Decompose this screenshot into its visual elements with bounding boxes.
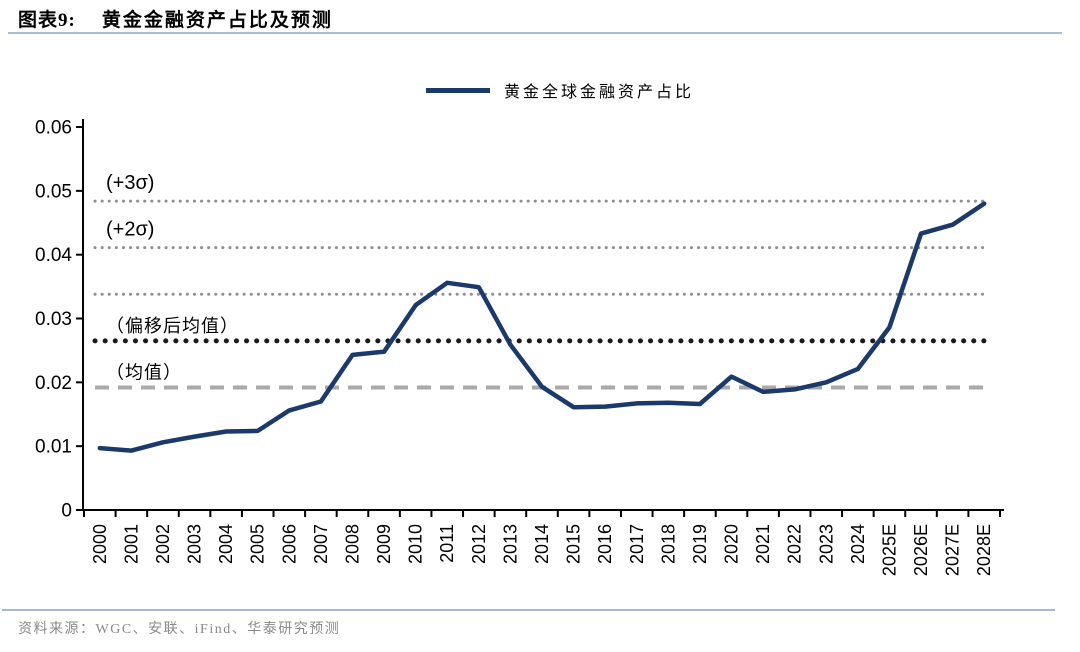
reference-line-label: (+3σ) bbox=[106, 172, 154, 194]
x-axis-tick-label: 2020 bbox=[722, 524, 742, 564]
figure-number-label: 图表9: bbox=[18, 9, 76, 31]
x-axis-tick-label: 2027E bbox=[943, 524, 963, 576]
x-axis-tick-label: 2001 bbox=[121, 524, 141, 564]
x-axis-tick-label: 2003 bbox=[185, 524, 205, 564]
series-line bbox=[97, 201, 987, 453]
reference-line-label: （偏移后均值） bbox=[106, 316, 239, 336]
x-axis-tick-label: 2022 bbox=[785, 524, 805, 564]
x-axis-tick-label: 2006 bbox=[279, 524, 299, 564]
footer-divider bbox=[2, 609, 1055, 611]
figure-title: 黄金金融资产占比及预测 bbox=[101, 9, 333, 31]
legend-line-swatch bbox=[425, 87, 490, 93]
x-axis-tick-label: 2002 bbox=[153, 524, 173, 564]
x-axis-tick-label: 2004 bbox=[216, 524, 236, 564]
x-axis-tick-label: 2009 bbox=[374, 524, 394, 564]
x-axis-tick-label: 2021 bbox=[753, 524, 773, 564]
x-axis-tick-label: 2019 bbox=[690, 524, 710, 564]
x-axis-tick-label: 2010 bbox=[406, 524, 426, 564]
x-axis-tick-label: 2015 bbox=[564, 524, 584, 564]
x-axis-tick-label: 2018 bbox=[658, 524, 678, 564]
x-axis-tick-label: 2007 bbox=[311, 524, 331, 564]
x-axis-tick-label: 2008 bbox=[342, 524, 362, 564]
y-axis-tick-label: 0.06 bbox=[35, 118, 72, 139]
x-axis-tick-label: 2016 bbox=[595, 524, 615, 564]
source-note: 资料来源：WGC、安联、iFind、华泰研究预测 bbox=[18, 622, 341, 637]
figure-header: 图表9: 黄金金融资产占比及预测 bbox=[18, 6, 333, 31]
x-axis-tick-label: 2013 bbox=[500, 524, 520, 564]
chart-legend: 黄金全球金融资产占比 bbox=[20, 80, 1080, 101]
y-axis-tick-label: 0.02 bbox=[35, 373, 72, 394]
y-axis-tick-label: 0.01 bbox=[35, 437, 72, 458]
x-axis-tick-label: 2017 bbox=[627, 524, 647, 564]
x-axis-tick-label: 2014 bbox=[532, 524, 552, 564]
y-axis-tick-label: 0 bbox=[61, 501, 72, 522]
x-axis-tick-label: 2005 bbox=[248, 524, 268, 564]
y-axis-tick-label: 0.03 bbox=[35, 309, 72, 330]
y-axis-tick-label: 0.05 bbox=[35, 181, 72, 202]
x-axis-tick-label: 2025E bbox=[879, 524, 899, 576]
legend-series-label: 黄金全球金融资产占比 bbox=[503, 84, 694, 101]
x-axis-tick-label: 2012 bbox=[469, 524, 489, 564]
reference-line-label: （均值） bbox=[106, 362, 182, 382]
x-axis-tick-label: 2024 bbox=[848, 524, 868, 564]
title-divider bbox=[8, 32, 1062, 34]
x-axis-tick-label: 2026E bbox=[911, 524, 931, 576]
y-axis-tick-label: 0.04 bbox=[35, 245, 72, 266]
reference-line-label: (+2σ) bbox=[106, 219, 154, 241]
x-axis-tick-label: 2023 bbox=[816, 524, 836, 564]
x-axis-tick-label: 2000 bbox=[90, 524, 110, 564]
x-axis-tick-label: 2028E bbox=[974, 524, 994, 576]
x-axis-tick-label: 2011 bbox=[437, 524, 457, 563]
